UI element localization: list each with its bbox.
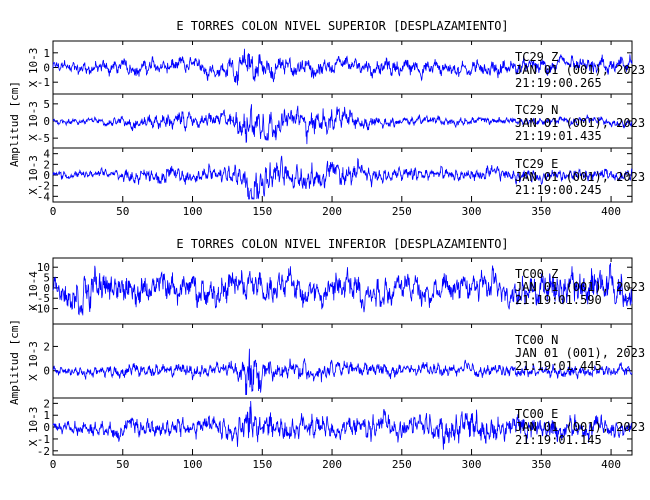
x-tick-label: 150: [252, 458, 272, 471]
y-tick-label: 0: [43, 365, 50, 378]
y-tick-label: 0: [43, 421, 50, 434]
x-tick-label: 350: [531, 205, 551, 218]
chart-title: E TORRES COLON NIVEL SUPERIOR [DESPLAZAM…: [176, 19, 508, 33]
trace-date-label: JAN 01 (001), 2023: [515, 63, 645, 77]
y-tick-label: -2: [37, 180, 50, 193]
trace-station-label: TC00 E: [515, 407, 558, 421]
trace-date-label: JAN 01 (001), 2023: [515, 346, 645, 360]
y-axis-label: Amplitud [cm]: [8, 319, 21, 405]
waveform-line: [52, 155, 633, 200]
y-tick-label: 0: [43, 169, 50, 182]
x-tick-label: 0: [50, 205, 57, 218]
y-tick-label: 0: [43, 282, 50, 295]
scale-label: X 10-4: [27, 271, 40, 311]
y-tick-label: 0: [43, 115, 50, 128]
trace-date-label: JAN 01 (001), 2023: [515, 420, 645, 434]
trace-time-label: 21:19:01.590: [515, 293, 602, 307]
trace-station-label: TC29 Z: [515, 50, 558, 64]
x-tick-label: 400: [601, 458, 621, 471]
y-tick-label: -5: [37, 132, 50, 145]
y-tick-label: -10: [30, 303, 50, 316]
x-tick-label: 50: [116, 205, 129, 218]
trace-time-label: 21:19:01.145: [515, 433, 602, 447]
waveform-line: [52, 262, 633, 316]
x-tick-label: 50: [116, 458, 129, 471]
y-tick-label: 5: [43, 98, 50, 111]
x-tick-label: 100: [183, 205, 203, 218]
x-tick-label: 0: [50, 458, 57, 471]
x-tick-label: 300: [462, 458, 482, 471]
y-tick-label: 0: [43, 62, 50, 75]
y-tick-label: 1: [43, 47, 50, 60]
y-tick-label: -1: [37, 76, 50, 89]
trace-station-label: TC00 Z: [515, 267, 558, 281]
y-tick-label: 1: [43, 409, 50, 422]
scale-label: X 10-3: [27, 341, 40, 381]
y-tick-label: 2: [43, 397, 50, 410]
trace-station-label: TC29 E: [515, 157, 558, 171]
trace-time-label: 21:19:00.245: [515, 183, 602, 197]
y-tick-label: 10: [37, 261, 50, 274]
y-tick-label: 5: [43, 272, 50, 285]
y-tick-label: 4: [43, 148, 50, 161]
y-tick-label: -5: [37, 292, 50, 305]
x-tick-label: 400: [601, 205, 621, 218]
y-tick-label: -1: [37, 433, 50, 446]
trace-date-label: JAN 01 (001), 2023: [515, 280, 645, 294]
trace-time-label: 21:19:01.445: [515, 359, 602, 373]
trace-station-label: TC00 N: [515, 333, 558, 347]
waveform-line: [52, 348, 633, 396]
waveform-line: [52, 48, 633, 86]
chart-title: E TORRES COLON NIVEL INFERIOR [DESPLAZAM…: [176, 237, 508, 251]
y-axis-label: Amplitud [cm]: [8, 81, 21, 167]
x-tick-label: 300: [462, 205, 482, 218]
x-tick-label: 100: [183, 458, 203, 471]
x-tick-label: 200: [322, 205, 342, 218]
scale-label: X 10-3: [27, 407, 40, 447]
y-tick-label: -2: [37, 445, 50, 458]
x-tick-label: 250: [392, 205, 412, 218]
waveform-line: [52, 400, 633, 450]
x-tick-label: 250: [392, 458, 412, 471]
scale-label: X 10-3: [27, 101, 40, 141]
y-tick-label: 2: [43, 340, 50, 353]
trace-time-label: 21:19:01.435: [515, 129, 602, 143]
trace-frame: [52, 397, 633, 456]
trace-date-label: JAN 01 (001), 2023: [515, 116, 645, 130]
x-tick-label: 150: [252, 205, 272, 218]
waveform-line: [52, 104, 632, 145]
x-tick-label: 200: [322, 458, 342, 471]
y-tick-label: 2: [43, 158, 50, 171]
y-tick-label: -4: [37, 190, 51, 203]
trace-time-label: 21:19:00.265: [515, 76, 602, 90]
x-tick-label: 350: [531, 458, 551, 471]
scale-label: X 10-3: [27, 155, 40, 195]
scale-label: X 10-3: [27, 48, 40, 88]
trace-date-label: JAN 01 (001), 2023: [515, 170, 645, 184]
trace-station-label: TC29 N: [515, 103, 558, 117]
